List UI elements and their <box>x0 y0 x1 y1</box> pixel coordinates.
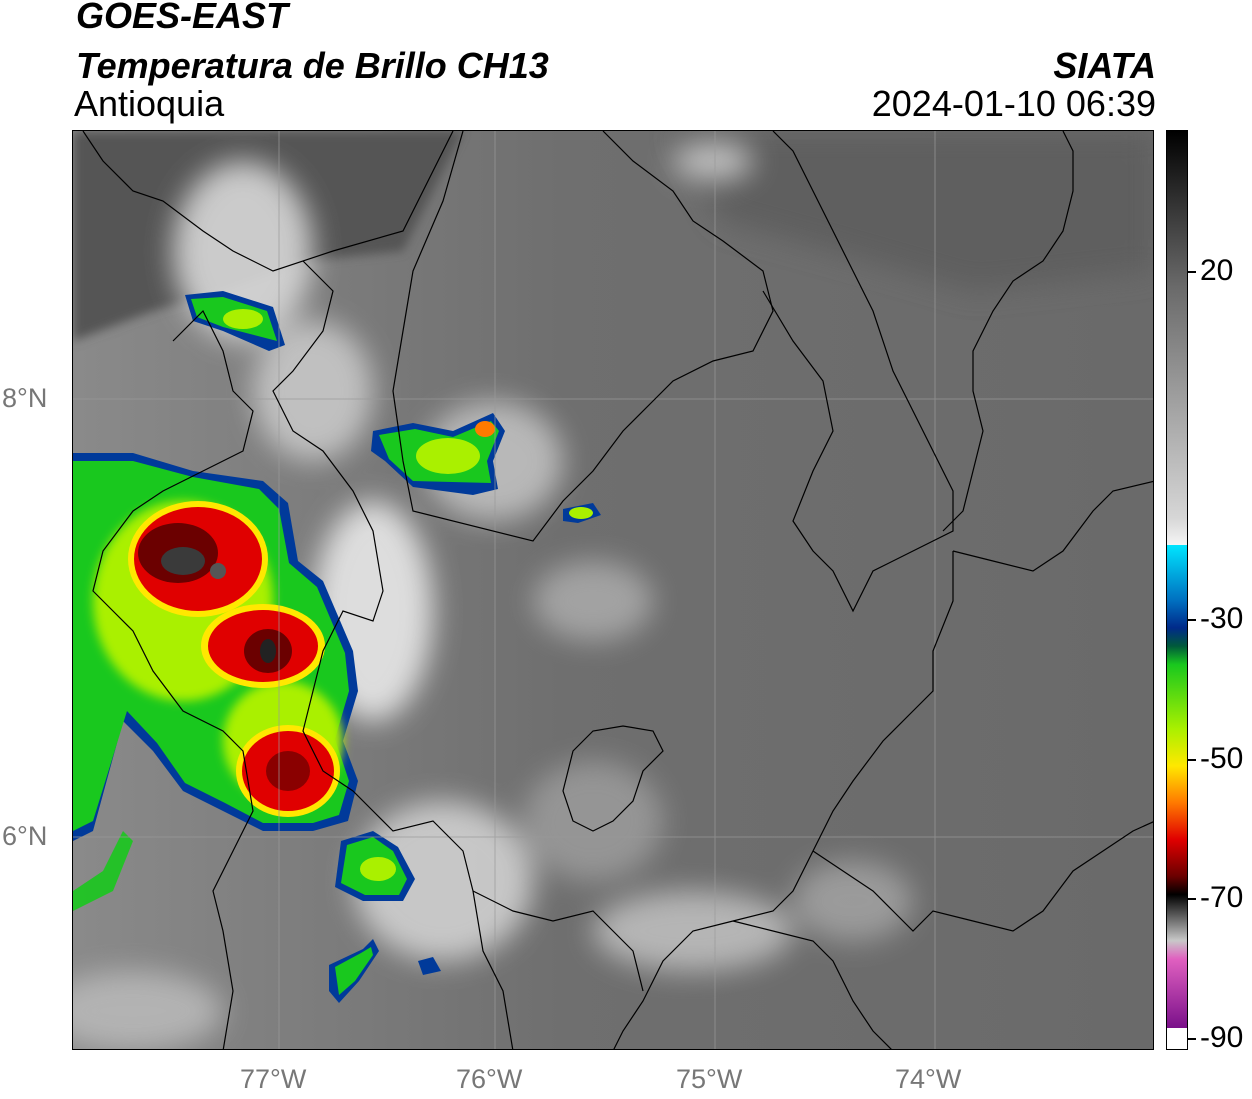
colorbar-label: -70 <box>1200 881 1244 914</box>
convective-system <box>73 453 358 841</box>
colorbar-tick <box>1188 759 1196 761</box>
longitude-label: 74°W <box>895 1064 962 1094</box>
colorbar-label: -30 <box>1200 602 1244 635</box>
longitude-label: 75°W <box>676 1064 743 1094</box>
brightness-temperature-map[interactable] <box>72 130 1154 1050</box>
latitude-label: 6°N <box>2 821 48 851</box>
colorbar-label: 20 <box>1200 254 1234 287</box>
satellite-title: GOES-EAST <box>76 0 289 36</box>
colorbar-gradient <box>1167 131 1187 1049</box>
storm-cell-center <box>371 413 601 523</box>
agency-label: SIATA <box>1053 45 1156 86</box>
colorbar-tick <box>1188 898 1196 900</box>
colorbar-label: -50 <box>1200 742 1244 775</box>
colorbar-tick <box>1188 271 1196 273</box>
longitude-label: 77°W <box>240 1064 307 1094</box>
timestamp-label: 2024-01-10 06:39 <box>871 83 1156 124</box>
dark-northeast-region <box>673 131 1153 291</box>
borders <box>82 131 1153 1049</box>
map-canvas <box>73 131 1153 1049</box>
colorbar-label: -90 <box>1200 1021 1244 1054</box>
storm-cells-south <box>73 831 441 1003</box>
storm-cell-north <box>185 291 285 351</box>
colorbar-tick <box>1188 1038 1196 1040</box>
latitude-label: 8°N <box>2 383 48 413</box>
region-label: Antioquia <box>74 83 225 124</box>
product-title: Temperatura de Brillo CH13 <box>76 45 549 86</box>
colorbar-tick <box>1188 619 1196 621</box>
longitude-label: 76°W <box>456 1064 523 1094</box>
temperature-colorbar <box>1166 130 1188 1050</box>
